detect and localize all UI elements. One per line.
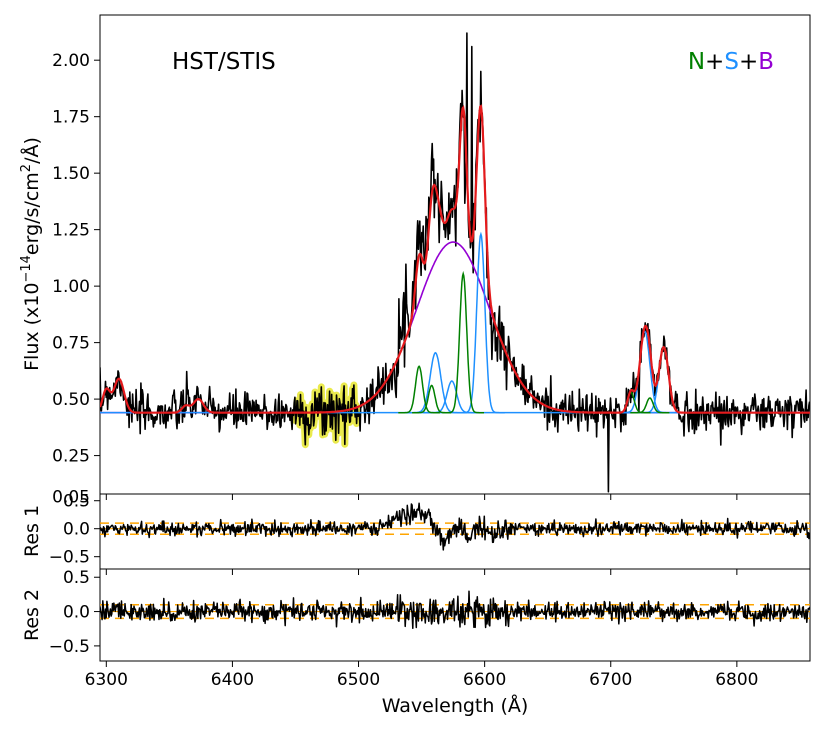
res2-residual-line <box>100 590 810 630</box>
main-ytick-label-2: 0.75 <box>52 334 90 354</box>
legend-narrow-label: N <box>688 49 705 75</box>
legend-secondary-label: S <box>724 49 739 75</box>
narrow-component-line-4 <box>630 397 670 414</box>
main-ytick-label-3: 1.00 <box>52 277 90 297</box>
main-panel: 0.25 0.50 0.75 1.00 1.25 1.50 1.75 2.00 HST/STI… <box>19 14 811 495</box>
res2-y-axis-label: Res 2 <box>21 589 43 641</box>
res2-ytick-label-1: 0.0 <box>63 603 90 623</box>
legend-plus-2: + <box>739 49 758 75</box>
res1-overlap-label: 0.05 <box>52 488 90 508</box>
res1-residual-line <box>100 502 810 551</box>
res2-ytick-label-0: −0.5 <box>49 637 90 657</box>
instrument-annotation: HST/STIS <box>172 49 276 75</box>
xtick-label-5: 6800 <box>715 670 758 690</box>
narrow-component-line-0 <box>398 365 440 414</box>
xtick-label-3: 6600 <box>463 670 506 690</box>
narrow-component-line-2 <box>442 270 484 414</box>
xtick-label-4: 6700 <box>589 670 632 690</box>
xtick-label-1: 6400 <box>211 670 254 690</box>
res1-y-axis-label: Res 1 <box>21 505 43 557</box>
legend-plus-1: + <box>705 49 724 75</box>
x-axis-label: Wavelength (Å) <box>382 694 529 717</box>
main-ytick-label-6: 1.75 <box>52 108 90 128</box>
res1-ytick-label-2: 0.5 <box>63 492 90 512</box>
res1-panel: −0.5 0.0 0.50.05 Res 1 <box>21 488 811 570</box>
main-ytick-label-0: 0.25 <box>52 447 90 467</box>
main-ytick-label-4: 1.25 <box>52 221 90 241</box>
xtick-label-0: 6300 <box>85 670 128 690</box>
xtick-label-2: 6500 <box>337 670 380 690</box>
res1-ytick-label-0: −0.5 <box>49 548 90 568</box>
main-ytick-label-7: 2.00 <box>52 51 90 71</box>
legend-broad-label: B <box>758 49 774 75</box>
main-y-axis-label: Flux (x10−14erg/s/cm2/Å) <box>19 137 43 371</box>
observed-spectrum-line <box>100 32 810 493</box>
main-ytick-label-5: 1.50 <box>52 164 90 184</box>
main-ytick-label-1: 0.50 <box>52 390 90 410</box>
total-fit-line <box>100 104 810 414</box>
res1-ytick-label-1: 0.0 <box>63 520 90 540</box>
res2-panel: −0.5 0.0 0.5 6300 6400 6500 6600 6700 6800 Res … <box>21 494 811 717</box>
legend-components: N+S+B <box>688 49 774 75</box>
res2-ytick-label-2: 0.5 <box>63 568 90 588</box>
